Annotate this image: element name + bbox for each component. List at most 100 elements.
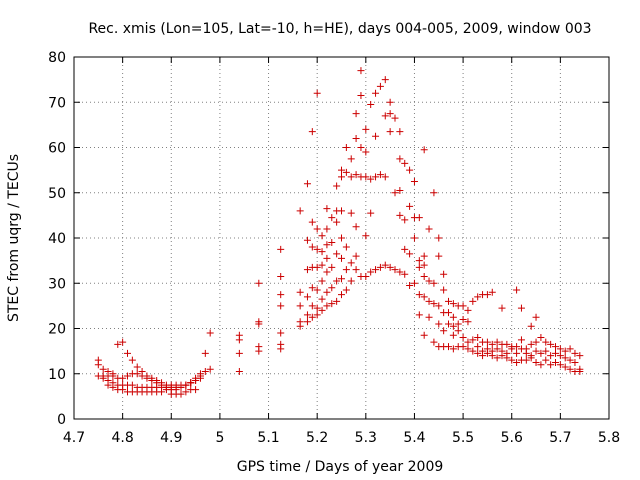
data-point [445, 297, 452, 305]
data-point [488, 340, 496, 348]
data-point [410, 177, 418, 185]
data-point [415, 263, 423, 271]
data-point [415, 257, 423, 265]
data-point [532, 313, 540, 321]
data-point [517, 304, 525, 312]
y-tick-label: 0 [57, 412, 66, 428]
data-point [333, 297, 341, 305]
y-tick-label: 40 [48, 231, 66, 247]
data-points [94, 67, 584, 398]
data-point [474, 343, 482, 351]
data-point [109, 372, 117, 380]
data-point [119, 338, 127, 346]
y-tick-label: 70 [48, 95, 66, 111]
data-point [357, 144, 365, 151]
data-point [94, 361, 102, 369]
data-point [381, 76, 389, 84]
data-point [347, 173, 355, 181]
data-point [459, 302, 467, 310]
data-point [493, 345, 501, 353]
data-point [513, 349, 521, 357]
data-point [119, 374, 127, 382]
data-point [537, 334, 545, 342]
data-point [206, 329, 214, 337]
data-point [119, 386, 127, 394]
data-point [396, 155, 404, 163]
data-point [440, 327, 448, 335]
data-point [532, 347, 540, 355]
data-point [308, 128, 316, 136]
data-point [566, 345, 574, 353]
data-point [493, 354, 501, 362]
data-point [503, 354, 511, 362]
data-point [255, 279, 263, 287]
data-point [128, 381, 136, 389]
data-point [192, 377, 200, 385]
data-point [255, 347, 263, 355]
data-point [435, 234, 443, 242]
x-tick-label: 5.5 [452, 430, 474, 446]
data-point [357, 67, 365, 75]
data-point [386, 263, 394, 271]
data-point [503, 340, 511, 348]
x-tick-label: 5.6 [501, 430, 523, 446]
data-point [277, 345, 285, 353]
data-point [561, 354, 569, 362]
data-point [469, 336, 477, 344]
data-point [323, 241, 331, 249]
data-point [445, 343, 452, 351]
data-point [435, 252, 443, 260]
data-point [425, 277, 433, 285]
data-point [513, 286, 521, 294]
data-point [372, 266, 380, 274]
data-point [99, 374, 107, 382]
data-point [396, 268, 404, 276]
data-point [328, 263, 336, 271]
data-point [532, 358, 540, 366]
data-point [133, 370, 141, 378]
data-point [513, 358, 521, 366]
data-point [474, 334, 482, 342]
data-point [498, 304, 506, 312]
data-point [527, 340, 535, 348]
x-tick-label: 4.9 [160, 430, 182, 446]
data-point [323, 254, 331, 262]
data-point [362, 148, 370, 156]
data-point [410, 279, 418, 287]
data-point [347, 155, 355, 163]
data-point [196, 374, 204, 382]
data-point [313, 263, 321, 271]
data-point [440, 286, 448, 294]
data-point [352, 171, 360, 179]
data-point [277, 272, 285, 280]
data-point [445, 309, 452, 317]
data-point [114, 340, 122, 348]
data-point [464, 345, 472, 353]
data-point [328, 284, 336, 292]
data-point [148, 377, 156, 385]
data-point [474, 293, 482, 301]
data-point [296, 302, 304, 310]
data-point [99, 365, 107, 373]
data-point [104, 381, 112, 389]
data-point [488, 352, 496, 360]
data-point [449, 300, 457, 308]
data-point [133, 363, 141, 371]
data-point [435, 320, 443, 328]
data-point [425, 225, 433, 233]
data-point [556, 352, 564, 360]
data-point [338, 254, 345, 262]
data-point [386, 110, 394, 118]
data-point [386, 98, 394, 106]
data-point [308, 313, 316, 321]
data-point [552, 358, 559, 366]
data-point [454, 327, 462, 335]
data-point [162, 386, 170, 394]
data-point [401, 216, 409, 224]
y-axis-label: STEC from uqrg / TECUs [6, 154, 22, 322]
plot-frame [73, 56, 610, 420]
data-point [479, 352, 487, 360]
data-point [508, 345, 516, 353]
data-point [296, 288, 304, 296]
